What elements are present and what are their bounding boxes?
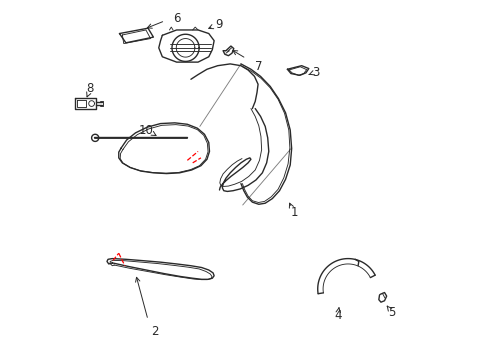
Text: 5: 5	[387, 306, 395, 319]
Text: 9: 9	[215, 18, 223, 31]
Text: 8: 8	[86, 82, 94, 95]
Text: 3: 3	[312, 66, 319, 79]
Text: 6: 6	[173, 12, 181, 25]
Text: 10: 10	[139, 124, 153, 137]
Text: 4: 4	[334, 309, 341, 322]
Text: 2: 2	[150, 325, 158, 338]
Text: 1: 1	[290, 206, 298, 219]
Text: 7: 7	[255, 60, 262, 73]
